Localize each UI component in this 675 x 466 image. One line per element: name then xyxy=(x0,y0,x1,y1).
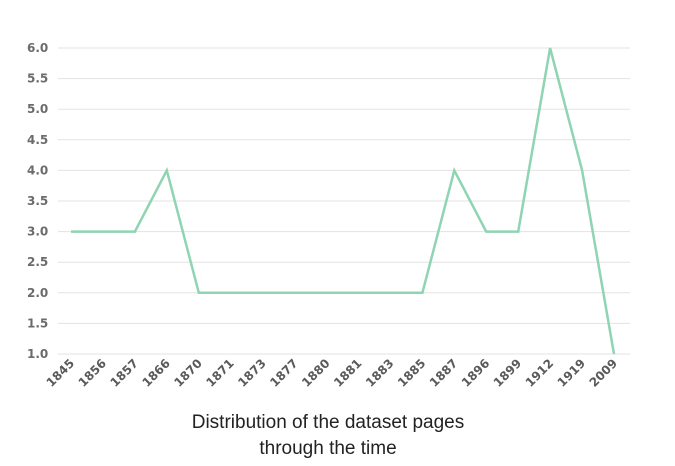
x-tick-label: 1845 xyxy=(44,356,78,390)
y-tick-label: 4.5 xyxy=(27,133,48,147)
x-tick-label: 1870 xyxy=(171,356,205,390)
y-tick-label: 5.0 xyxy=(27,102,48,116)
y-tick-label: 3.5 xyxy=(27,194,48,208)
x-tick-label: 1885 xyxy=(395,356,429,390)
x-tick-label: 1899 xyxy=(491,356,525,390)
y-tick-label: 1.0 xyxy=(27,347,48,361)
x-tick-label: 1856 xyxy=(76,356,110,390)
y-tick-label: 2.0 xyxy=(27,286,48,300)
y-tick-label: 3.0 xyxy=(27,225,48,239)
chart-caption-line-2: through the time xyxy=(259,438,396,459)
x-tick-label: 1873 xyxy=(235,356,269,390)
x-tick-label: 1883 xyxy=(363,356,397,390)
y-tick-label: 4.0 xyxy=(27,163,48,177)
y-tick-label: 1.5 xyxy=(27,316,48,330)
x-tick-label: 1919 xyxy=(555,356,589,390)
x-tick-label: 1880 xyxy=(299,356,333,390)
y-tick-label: 5.5 xyxy=(27,72,48,86)
x-tick-label: 1857 xyxy=(107,356,141,390)
y-tick-label: 6.0 xyxy=(27,41,48,55)
x-tick-label: 2009 xyxy=(587,356,621,390)
x-tick-label: 1866 xyxy=(139,356,173,390)
y-tick-label: 2.5 xyxy=(27,255,48,269)
x-tick-label: 1881 xyxy=(331,356,365,390)
y-axis-ticks: 1.0 1.5 2.0 2.5 3.0 3.5 4.0 4.5 5.0 5.5 6.0 xyxy=(27,41,48,361)
x-axis-ticks: 1845185618571866187018711873187718801881… xyxy=(44,356,621,390)
chart-caption-line-1: Distribution of the dataset pages xyxy=(192,412,465,433)
series-layer xyxy=(70,47,616,355)
x-tick-label: 1887 xyxy=(427,356,461,390)
x-tick-label: 1912 xyxy=(523,356,557,390)
series-line xyxy=(71,47,616,355)
x-tick-label: 1877 xyxy=(267,356,301,390)
grid-lines xyxy=(58,47,630,355)
x-tick-label: 1871 xyxy=(203,356,237,390)
x-tick-label: 1896 xyxy=(459,356,493,390)
